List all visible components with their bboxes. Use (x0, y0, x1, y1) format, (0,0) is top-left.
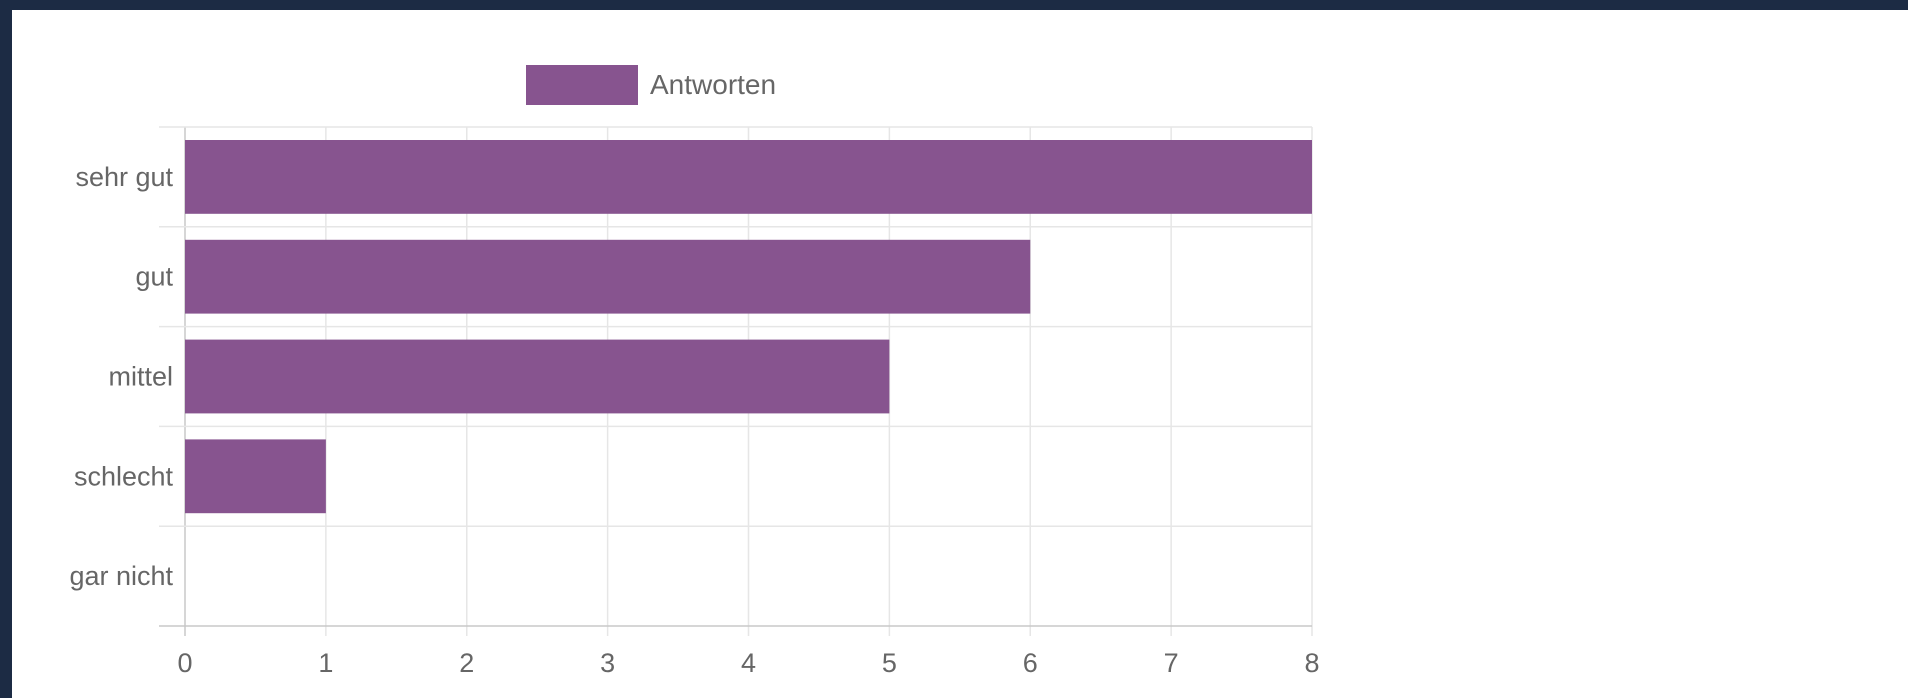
category-label: gut (135, 262, 173, 292)
y-axis-labels: sehr gut gut mittel schlecht gar nicht (69, 162, 173, 591)
x-tick-label: 2 (459, 648, 474, 678)
bar[interactable] (185, 239, 1031, 314)
chart-container: Antworten sehr gut gut mittel schlecht gar n… (12, 10, 1908, 698)
bar-chart: Antworten sehr gut gut mittel schlecht gar n… (69, 65, 1320, 678)
bar[interactable] (185, 439, 326, 514)
bar[interactable] (185, 339, 890, 414)
x-axis-labels: 0 1 2 3 4 5 6 7 8 (177, 648, 1319, 678)
x-tick-label: 3 (600, 648, 615, 678)
chart-legend[interactable]: Antworten (526, 65, 776, 105)
category-label: sehr gut (75, 162, 173, 192)
x-tick-label: 8 (1304, 648, 1319, 678)
x-tick-label: 4 (741, 648, 756, 678)
x-tick-label: 6 (1023, 648, 1038, 678)
chart-bars (185, 140, 1312, 514)
x-tick-label: 1 (318, 648, 333, 678)
category-label: mittel (108, 362, 173, 392)
x-tick-label: 0 (177, 648, 192, 678)
bar[interactable] (185, 140, 1312, 214)
legend-label-antworten[interactable]: Antworten (650, 69, 776, 100)
legend-swatch-antworten[interactable] (526, 65, 638, 105)
x-tick-label: 7 (1164, 648, 1179, 678)
category-label: schlecht (74, 461, 174, 491)
category-label: gar nicht (69, 561, 173, 591)
x-tick-label: 5 (882, 648, 897, 678)
